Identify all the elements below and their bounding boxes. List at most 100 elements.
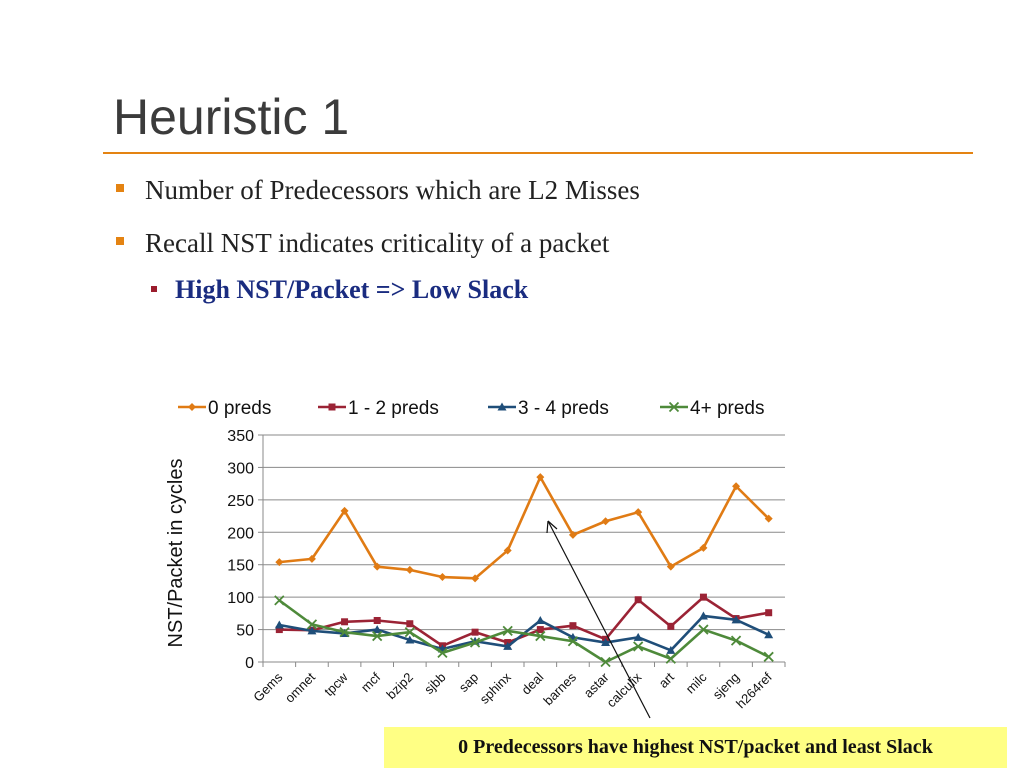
data-point (275, 558, 284, 567)
y-axis-label: NST/Packet in cycles (165, 459, 187, 648)
x-tick-label: sphinx (477, 669, 515, 707)
data-point (502, 625, 513, 637)
sub-bullet-item: High NST/Packet => Low Slack (175, 275, 529, 304)
data-point (373, 562, 382, 571)
data-point (406, 620, 414, 628)
sub-bullet-marker (151, 286, 157, 292)
x-tick-label: omnet (282, 669, 318, 705)
x-tick-label: milc (683, 669, 710, 696)
legend-item: 3 - 4 preds (488, 398, 609, 419)
data-point (307, 626, 317, 635)
data-point (764, 514, 773, 523)
data-point (471, 574, 480, 583)
y-tick-label: 0 (245, 655, 254, 672)
legend-marker (668, 401, 680, 413)
y-tick-label: 100 (227, 590, 254, 607)
series-line (279, 475, 770, 580)
x-tick-label: tpcw (321, 669, 351, 699)
data-point (732, 482, 741, 491)
data-point (306, 619, 318, 630)
series-0-preds (275, 473, 773, 583)
x-tick-label: barnes (540, 669, 579, 708)
data-point (307, 554, 316, 563)
x-tick-label: Gems (250, 669, 285, 704)
data-point (601, 638, 611, 647)
x-tick-label: deal (518, 669, 546, 697)
series-line (279, 595, 769, 648)
data-point (634, 596, 642, 604)
series-4-preds (274, 595, 774, 668)
y-axis: 0 50 100 150 200 250 300 350 (227, 428, 264, 672)
data-point (731, 615, 741, 624)
data-point (437, 647, 448, 659)
legend-label: 3 - 4 preds (518, 398, 609, 419)
data-point (667, 622, 675, 630)
data-point (569, 622, 577, 630)
data-point (730, 635, 742, 646)
data-point (438, 573, 447, 582)
data-point (698, 611, 708, 620)
data-point (404, 627, 415, 638)
y-tick-label: 350 (227, 428, 254, 445)
legend-label: 0 preds (208, 398, 271, 419)
chart-legend: 0 preds 1 - 2 preds 3 - 4 preds 4+ preds (178, 398, 764, 419)
data-point (372, 630, 383, 642)
data-point (765, 609, 773, 617)
data-point (274, 595, 285, 606)
data-point (536, 626, 544, 634)
legend-label: 4+ preds (690, 398, 764, 419)
y-tick-label: 250 (227, 493, 254, 510)
annotation-arrowhead (546, 520, 558, 534)
data-point (274, 620, 284, 629)
y-tick-label: 50 (236, 623, 254, 640)
bullet-item: Recall NST indicates criticality of a pa… (145, 228, 610, 258)
data-point (341, 618, 349, 626)
x-tick-label: bzip2 (383, 670, 416, 703)
data-point (666, 562, 675, 571)
data-point (600, 656, 611, 668)
data-point (601, 517, 610, 526)
title-rule (103, 152, 973, 154)
legend-item: 0 preds (178, 398, 271, 419)
data-point (405, 565, 414, 574)
x-tick-label: calculix (604, 669, 645, 710)
x-tick-label: sjbb (421, 670, 448, 697)
data-point (373, 616, 381, 624)
data-point (633, 641, 644, 652)
data-point (763, 651, 774, 662)
data-point (567, 636, 579, 647)
data-point (372, 625, 382, 634)
data-point (503, 546, 512, 555)
x-tick-label: h264ref (733, 669, 775, 711)
annotation-arrow (547, 520, 651, 719)
callout-box: 0 Predecessors have highest NST/packet a… (384, 727, 1007, 768)
legend-marker (497, 402, 507, 411)
data-point (535, 615, 545, 624)
legend-marker (328, 403, 336, 411)
data-point (503, 641, 513, 650)
data-point (568, 530, 577, 539)
legend-marker (188, 403, 196, 411)
x-tick-label: sap (456, 670, 481, 695)
data-point (698, 624, 709, 635)
legend-label: 1 - 2 preds (348, 398, 439, 419)
data-point (535, 630, 546, 642)
x-tick-label: art (656, 669, 678, 691)
data-point (405, 635, 415, 644)
chart-series (274, 473, 774, 668)
slide-title: Heuristic 1 (113, 89, 350, 145)
data-point (471, 628, 479, 636)
data-point (764, 630, 774, 639)
bullet-marker (116, 184, 124, 192)
bullet-marker (116, 237, 124, 245)
y-tick-label: 150 (227, 558, 254, 575)
data-point (633, 632, 643, 641)
data-point (275, 626, 283, 634)
data-point (340, 506, 349, 515)
y-tick-label: 300 (227, 460, 254, 477)
y-tick-label: 200 (227, 525, 254, 542)
data-point (634, 508, 643, 517)
series-line (278, 599, 770, 664)
